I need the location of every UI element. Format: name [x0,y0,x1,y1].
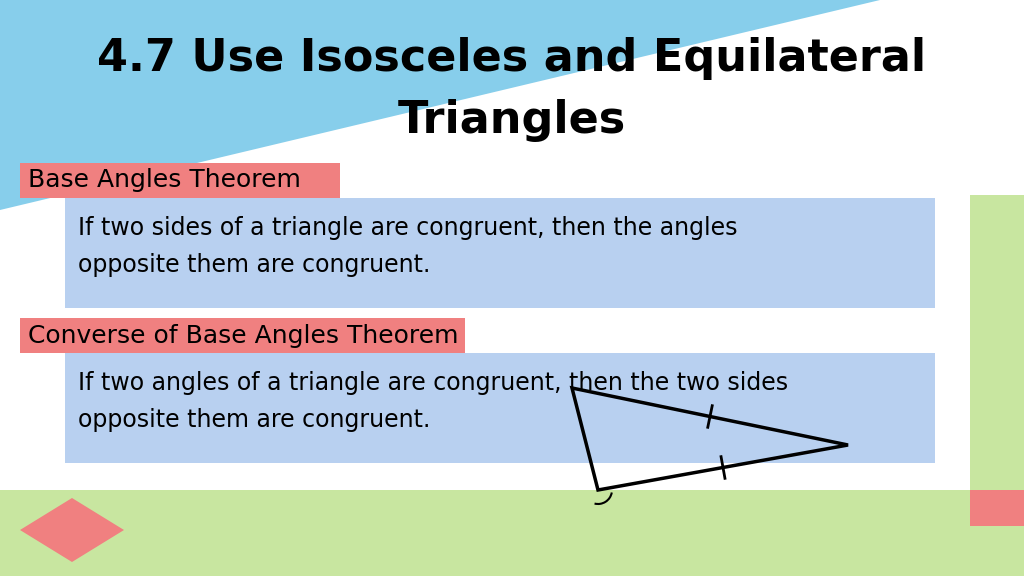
Bar [970,195,1024,490]
Polygon shape [970,195,1024,340]
Polygon shape [140,502,600,558]
Bar [65,198,935,308]
Polygon shape [20,498,124,562]
Polygon shape [970,340,1024,490]
Text: Converse of Base Angles Theorem: Converse of Base Angles Theorem [28,324,459,347]
Polygon shape [970,340,1024,490]
Polygon shape [970,195,1024,340]
Text: 4.7 Use Isosceles and Equilateral: 4.7 Use Isosceles and Equilateral [97,36,927,79]
Text: If two angles of a triangle are congruent, then the two sides
opposite them are : If two angles of a triangle are congruen… [78,371,788,433]
Polygon shape [0,0,880,210]
Text: Base Angles Theorem: Base Angles Theorem [28,169,301,192]
Bar [20,318,465,353]
Bar [0,490,1024,576]
Polygon shape [605,510,915,550]
Bar [20,163,340,198]
Text: Triangles: Triangles [398,98,626,142]
Bar [65,353,935,463]
Text: If two sides of a triangle are congruent, then the angles
opposite them are cong: If two sides of a triangle are congruent… [78,216,737,277]
Bar [970,490,1024,526]
